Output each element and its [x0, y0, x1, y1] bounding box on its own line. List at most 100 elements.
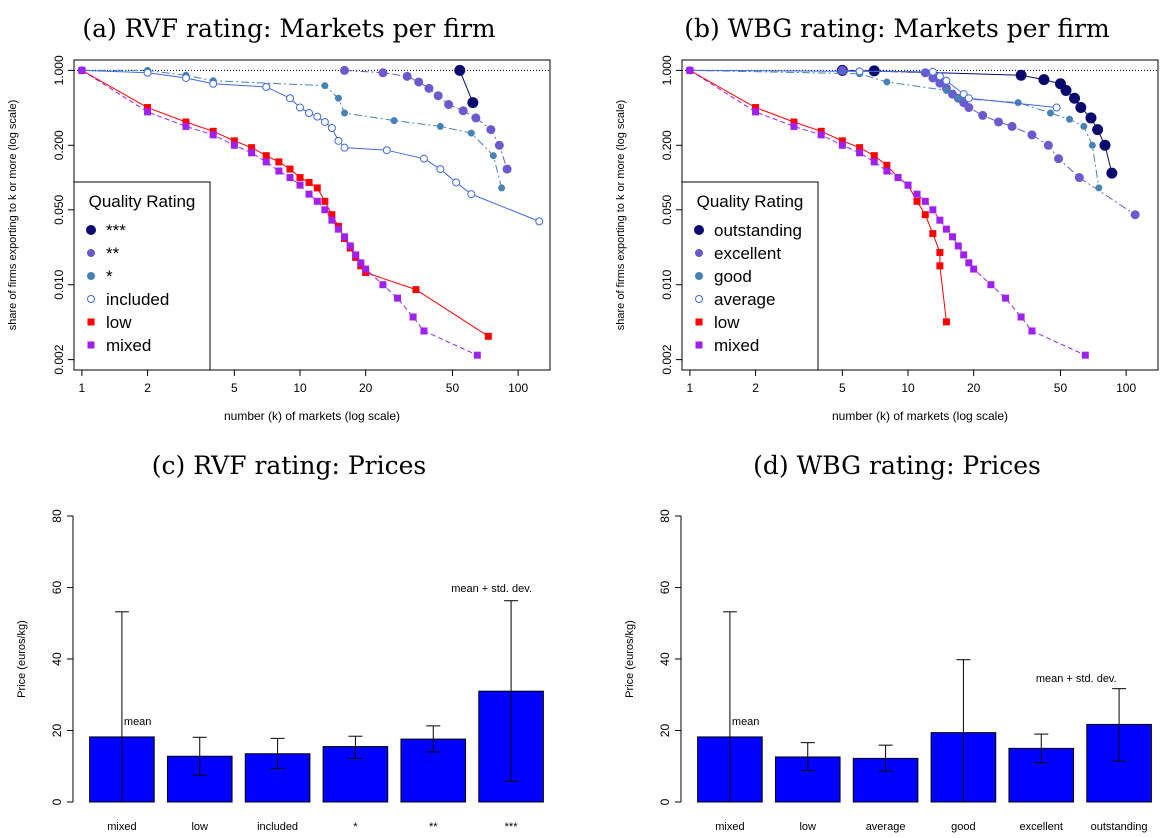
- data-point: [327, 123, 336, 132]
- data-point: [964, 103, 974, 113]
- data-point: [1130, 210, 1140, 220]
- data-point: [458, 106, 468, 116]
- legend-entry-label: good: [714, 267, 752, 286]
- y-tick-label: 0.010: [660, 269, 674, 299]
- data-point: [1106, 167, 1118, 179]
- category-label: *: [353, 821, 358, 833]
- legend-entry-label: **: [106, 244, 120, 263]
- data-point: [837, 65, 847, 75]
- legend-box: [681, 181, 819, 371]
- data-point: [390, 117, 398, 125]
- data-point: [856, 149, 864, 157]
- data-point: [790, 118, 798, 126]
- data-point: [838, 141, 846, 149]
- category-label: **: [429, 821, 438, 833]
- data-point: [394, 294, 402, 302]
- x-tick-label: 10: [293, 381, 307, 395]
- data-point: [1085, 112, 1097, 124]
- legend-box: [73, 181, 211, 371]
- data-point: [965, 259, 973, 267]
- data-point: [144, 108, 152, 116]
- data-point: [182, 122, 190, 130]
- data-point: [1060, 84, 1072, 96]
- data-point: [305, 190, 313, 198]
- data-point: [275, 158, 283, 166]
- data-point: [1074, 173, 1084, 183]
- legend-entry-label: outstanding: [714, 221, 802, 240]
- legend-marker: [695, 341, 703, 349]
- data-point: [855, 67, 864, 76]
- y-tick-label: 1.000: [660, 55, 674, 85]
- legend-marker: [87, 295, 95, 303]
- x-tick-label: 2: [752, 381, 759, 395]
- y-tick-label: 20: [50, 724, 64, 738]
- data-point: [904, 181, 912, 189]
- legend-marker: [694, 225, 704, 235]
- legend-marker: [695, 318, 703, 326]
- data-point: [883, 161, 891, 169]
- data-point: [913, 190, 921, 198]
- y-tick-label: 0: [50, 798, 64, 805]
- data-point: [424, 83, 434, 93]
- category-label: low: [799, 821, 816, 833]
- data-point: [1052, 103, 1061, 112]
- category-label: mixed: [715, 821, 744, 833]
- data-point: [929, 206, 937, 214]
- series-line-good: [689, 69, 1100, 189]
- category-label: ***: [505, 821, 519, 833]
- x-axis-label: number (k) of markets (log scale): [832, 409, 1008, 423]
- data-point: [936, 216, 944, 224]
- data-point: [489, 152, 497, 160]
- data-point: [230, 141, 238, 149]
- data-point: [502, 164, 512, 174]
- data-point: [328, 211, 336, 219]
- data-point: [262, 158, 270, 166]
- data-point: [921, 197, 929, 205]
- x-tick-label: 1: [687, 381, 694, 395]
- panel-d-bars: 0 20 40 60 80 Price (euros/kg) mixed low average…: [624, 509, 1152, 833]
- y-tick-label: 0.050: [660, 194, 674, 224]
- data-point: [856, 144, 864, 152]
- data-point: [143, 68, 152, 77]
- data-point: [305, 178, 313, 186]
- legend-entry-label: low: [714, 313, 740, 332]
- data-point: [402, 71, 412, 81]
- data-point: [817, 131, 825, 139]
- data-point: [144, 104, 152, 112]
- data-point: [436, 165, 445, 174]
- data-point: [321, 82, 329, 90]
- data-point: [1069, 92, 1081, 104]
- category-label: excellent: [1020, 821, 1063, 833]
- y-tick-label: 0.200: [52, 130, 66, 160]
- legend-entry-label: average: [714, 290, 775, 309]
- data-point: [420, 327, 428, 335]
- legend-entry-label: mixed: [714, 336, 759, 355]
- y-tick-label: 0.200: [660, 130, 674, 160]
- data-point: [275, 167, 283, 175]
- series-line-low: [689, 69, 947, 322]
- data-point: [817, 127, 825, 135]
- x-tick-label: 50: [1054, 381, 1068, 395]
- data-point: [321, 206, 329, 214]
- data-point: [262, 82, 271, 91]
- data-point: [752, 104, 760, 112]
- data-point: [1028, 327, 1036, 335]
- legend-entry-label: included: [106, 290, 169, 309]
- x-tick-label: 5: [839, 381, 846, 395]
- data-point: [78, 66, 86, 74]
- x-tick-label: 10: [901, 381, 915, 395]
- data-point: [928, 67, 937, 76]
- data-point: [334, 136, 343, 145]
- data-point: [467, 97, 479, 109]
- data-point: [357, 259, 365, 267]
- series-line-*: [81, 69, 503, 189]
- annotation-label: mean + std. dev.: [451, 583, 532, 595]
- data-point: [535, 217, 544, 226]
- y-axis-label: Price (euros/kg): [16, 620, 28, 698]
- x-tick-label: 5: [231, 381, 238, 395]
- data-point: [935, 72, 944, 81]
- legend-marker: [87, 272, 95, 280]
- data-point: [868, 65, 880, 77]
- data-point: [414, 77, 424, 87]
- data-point: [352, 251, 360, 259]
